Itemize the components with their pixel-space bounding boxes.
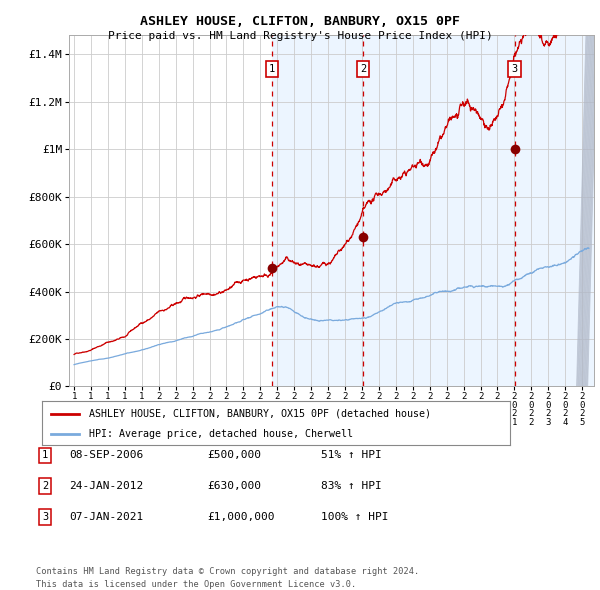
- Text: 1: 1: [269, 64, 275, 74]
- Text: 100% ↑ HPI: 100% ↑ HPI: [321, 512, 389, 522]
- Text: 51% ↑ HPI: 51% ↑ HPI: [321, 451, 382, 460]
- Text: 2: 2: [360, 64, 366, 74]
- Text: 83% ↑ HPI: 83% ↑ HPI: [321, 481, 382, 491]
- Text: 08-SEP-2006: 08-SEP-2006: [69, 451, 143, 460]
- Text: £1,000,000: £1,000,000: [207, 512, 275, 522]
- Text: ASHLEY HOUSE, CLIFTON, BANBURY, OX15 0PF: ASHLEY HOUSE, CLIFTON, BANBURY, OX15 0PF: [140, 15, 460, 28]
- Text: 24-JAN-2012: 24-JAN-2012: [69, 481, 143, 491]
- Text: £630,000: £630,000: [207, 481, 261, 491]
- Text: 3: 3: [512, 64, 518, 74]
- Text: ASHLEY HOUSE, CLIFTON, BANBURY, OX15 0PF (detached house): ASHLEY HOUSE, CLIFTON, BANBURY, OX15 0PF…: [89, 409, 431, 418]
- Text: This data is licensed under the Open Government Licence v3.0.: This data is licensed under the Open Gov…: [36, 579, 356, 589]
- Text: 1: 1: [42, 451, 48, 460]
- Text: Price paid vs. HM Land Registry's House Price Index (HPI): Price paid vs. HM Land Registry's House …: [107, 31, 493, 41]
- Text: Contains HM Land Registry data © Crown copyright and database right 2024.: Contains HM Land Registry data © Crown c…: [36, 566, 419, 576]
- Text: 3: 3: [42, 512, 48, 522]
- Text: £500,000: £500,000: [207, 451, 261, 460]
- Text: 2: 2: [42, 481, 48, 491]
- Bar: [272, 35, 594, 386]
- Text: HPI: Average price, detached house, Cherwell: HPI: Average price, detached house, Cher…: [89, 430, 353, 440]
- Text: 07-JAN-2021: 07-JAN-2021: [69, 512, 143, 522]
